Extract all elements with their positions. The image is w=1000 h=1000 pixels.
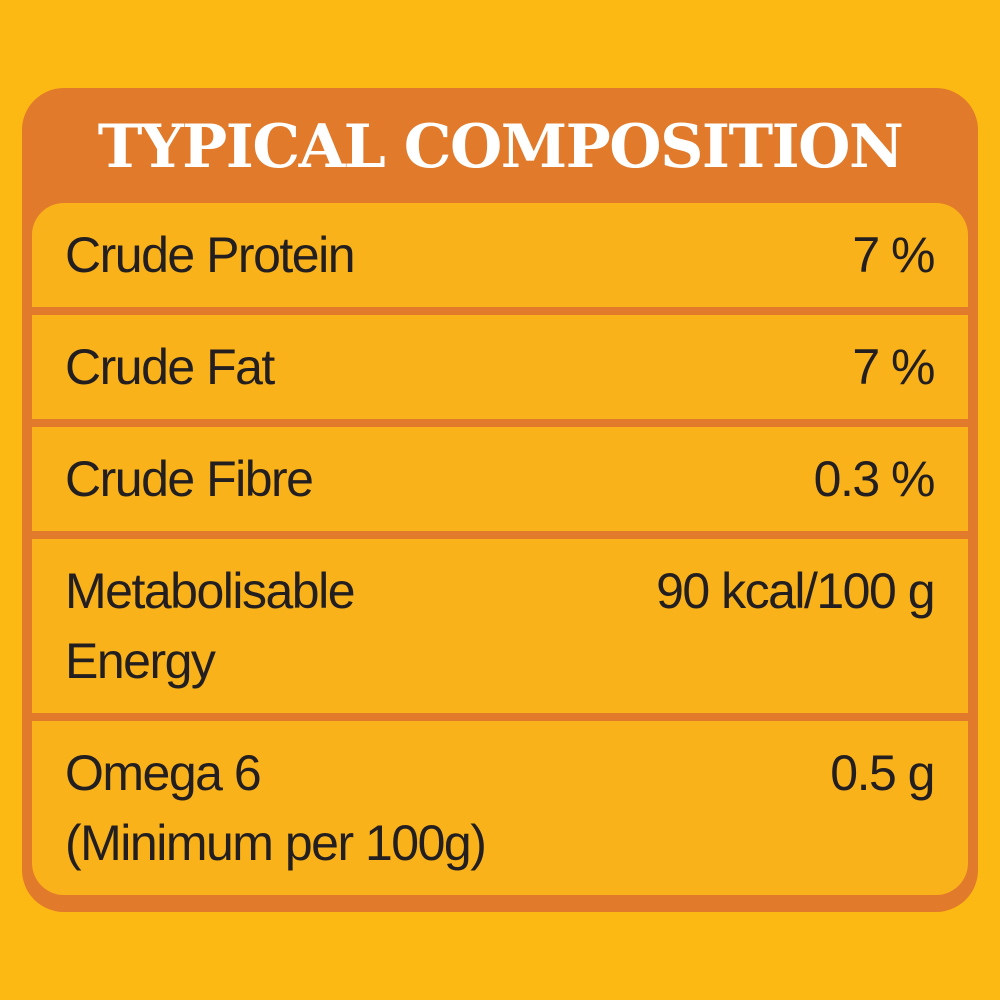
composition-table: Crude Protein 7 % Crude Fat 7 % Crude Fibre 0…	[32, 203, 968, 895]
row-value: 7 %	[852, 227, 935, 283]
composition-panel: TYPICAL COMPOSITION Crude Protein 7 % Crud…	[22, 88, 978, 912]
label-line: (Minimum per 100g)	[65, 815, 487, 871]
table-row: Metabolisable Energy 90 kcal/100 g	[32, 539, 968, 713]
row-value: 90 kcal/100 g	[656, 563, 935, 619]
row-label: Crude Protein	[65, 220, 356, 290]
table-row: Crude Fibre 0.3 %	[32, 427, 968, 531]
table-row: Omega 6 (Minimum per 100g) 0.5 g	[32, 721, 968, 895]
label-line: Crude Fat	[65, 339, 275, 395]
panel-title: TYPICAL COMPOSITION	[97, 112, 904, 182]
table-row: Crude Protein 7 %	[32, 203, 968, 307]
row-label: Metabolisable Energy	[65, 556, 356, 696]
row-value: 0.3 %	[813, 451, 936, 507]
row-value: 0.5 g	[830, 745, 935, 801]
row-value: 7 %	[852, 339, 935, 395]
label-line: Crude Fibre	[65, 451, 314, 507]
label-line: Omega 6	[65, 745, 262, 801]
label-line: Crude Protein	[65, 227, 356, 283]
row-label: Crude Fat	[65, 332, 275, 402]
label-line: Energy	[65, 633, 216, 689]
label-line: Metabolisable	[65, 563, 356, 619]
table-row: Crude Fat 7 %	[32, 315, 968, 419]
row-label: Omega 6 (Minimum per 100g)	[65, 738, 487, 878]
row-label: Crude Fibre	[65, 444, 314, 514]
